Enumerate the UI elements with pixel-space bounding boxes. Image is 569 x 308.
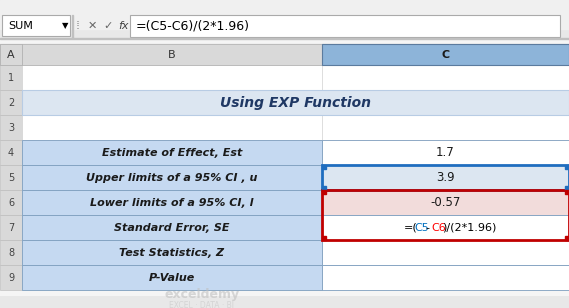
Bar bbox=[0, 115, 22, 140]
Text: Using EXP Function: Using EXP Function bbox=[220, 96, 371, 110]
Text: 8: 8 bbox=[8, 248, 14, 257]
Text: 3.9: 3.9 bbox=[436, 171, 455, 184]
Bar bbox=[130, 15, 560, 38]
Bar bbox=[0, 90, 22, 115]
Bar bbox=[322, 265, 569, 290]
Text: ✓: ✓ bbox=[103, 21, 112, 31]
Bar bbox=[0, 190, 22, 215]
Bar bbox=[565, 190, 569, 194]
Bar bbox=[0, 39, 569, 296]
Text: exceldemy: exceldemy bbox=[164, 288, 240, 301]
Text: C: C bbox=[442, 50, 450, 60]
Text: P-Value: P-Value bbox=[149, 273, 195, 282]
Bar bbox=[322, 240, 569, 265]
Bar bbox=[0, 240, 22, 265]
Text: ▼: ▼ bbox=[62, 22, 68, 30]
Bar bbox=[0, 0, 569, 29]
Bar bbox=[0, 165, 22, 190]
Text: 1: 1 bbox=[8, 73, 14, 83]
Text: Upper limits of a 95% CI , u: Upper limits of a 95% CI , u bbox=[86, 173, 258, 183]
Bar bbox=[322, 90, 569, 115]
Bar bbox=[72, 15, 73, 38]
Text: -: - bbox=[426, 223, 430, 233]
Bar bbox=[22, 240, 322, 265]
Bar bbox=[22, 90, 569, 115]
Text: =(C5-C6)/(2*1.96): =(C5-C6)/(2*1.96) bbox=[136, 19, 250, 32]
Bar bbox=[322, 215, 569, 240]
Bar bbox=[322, 190, 326, 194]
Bar bbox=[22, 240, 322, 265]
Bar bbox=[322, 44, 569, 65]
Text: Standard Error, SE: Standard Error, SE bbox=[114, 223, 230, 233]
Bar bbox=[22, 215, 322, 240]
Bar bbox=[565, 236, 569, 240]
Bar bbox=[322, 265, 569, 290]
Bar bbox=[322, 115, 569, 140]
Text: B: B bbox=[168, 50, 176, 60]
Bar bbox=[22, 165, 322, 190]
Bar bbox=[0, 65, 22, 90]
Text: Test Statistics, Z: Test Statistics, Z bbox=[119, 248, 225, 257]
Bar bbox=[0, 44, 22, 65]
Text: 2: 2 bbox=[8, 98, 14, 108]
Bar bbox=[0, 215, 22, 240]
Bar bbox=[22, 265, 322, 290]
Bar bbox=[22, 215, 322, 240]
Text: 9: 9 bbox=[8, 273, 14, 282]
Bar bbox=[322, 190, 569, 240]
Bar bbox=[22, 140, 322, 165]
Bar bbox=[22, 265, 322, 290]
Bar bbox=[22, 190, 322, 215]
Bar bbox=[0, 44, 569, 65]
Bar bbox=[22, 190, 322, 215]
Bar bbox=[2, 15, 70, 36]
Bar bbox=[22, 165, 322, 190]
Text: 1.7: 1.7 bbox=[436, 146, 455, 159]
Bar bbox=[565, 186, 569, 190]
Bar bbox=[322, 190, 569, 215]
Text: ⁞: ⁞ bbox=[76, 19, 80, 32]
Bar bbox=[322, 236, 326, 240]
Text: =(: =( bbox=[404, 223, 418, 233]
Bar bbox=[22, 44, 322, 65]
Text: 7: 7 bbox=[8, 223, 14, 233]
Bar bbox=[0, 265, 22, 290]
Bar bbox=[0, 38, 569, 39]
Text: )/(2*1.96): )/(2*1.96) bbox=[442, 223, 497, 233]
Text: Estimate of Effect, Est: Estimate of Effect, Est bbox=[102, 148, 242, 158]
Bar bbox=[322, 165, 569, 190]
Bar bbox=[322, 140, 569, 165]
Text: fx: fx bbox=[118, 21, 129, 31]
Bar bbox=[322, 165, 569, 190]
Text: SUM: SUM bbox=[8, 21, 33, 31]
Bar bbox=[22, 65, 322, 90]
Bar bbox=[22, 90, 322, 115]
Bar bbox=[0, 44, 22, 65]
Text: 6: 6 bbox=[8, 198, 14, 208]
Text: 5: 5 bbox=[8, 173, 14, 183]
Bar bbox=[565, 165, 569, 169]
Bar bbox=[22, 140, 322, 165]
Text: C6: C6 bbox=[431, 223, 446, 233]
Text: EXCEL · DATA · BI: EXCEL · DATA · BI bbox=[170, 301, 234, 308]
Text: ✕: ✕ bbox=[88, 21, 97, 31]
Bar bbox=[322, 65, 569, 90]
Bar bbox=[22, 115, 322, 140]
Bar bbox=[322, 165, 569, 190]
Bar bbox=[322, 140, 569, 165]
Bar bbox=[322, 240, 569, 265]
Text: -0.57: -0.57 bbox=[430, 196, 461, 209]
Text: A: A bbox=[7, 50, 15, 60]
Bar bbox=[322, 190, 569, 215]
Bar bbox=[322, 165, 326, 169]
Bar bbox=[322, 215, 569, 240]
Bar bbox=[0, 140, 22, 165]
Text: 4: 4 bbox=[8, 148, 14, 158]
Text: Lower limits of a 95% CI, l: Lower limits of a 95% CI, l bbox=[90, 198, 254, 208]
Text: 3: 3 bbox=[8, 123, 14, 133]
Text: C5: C5 bbox=[415, 223, 430, 233]
Bar bbox=[322, 186, 326, 190]
